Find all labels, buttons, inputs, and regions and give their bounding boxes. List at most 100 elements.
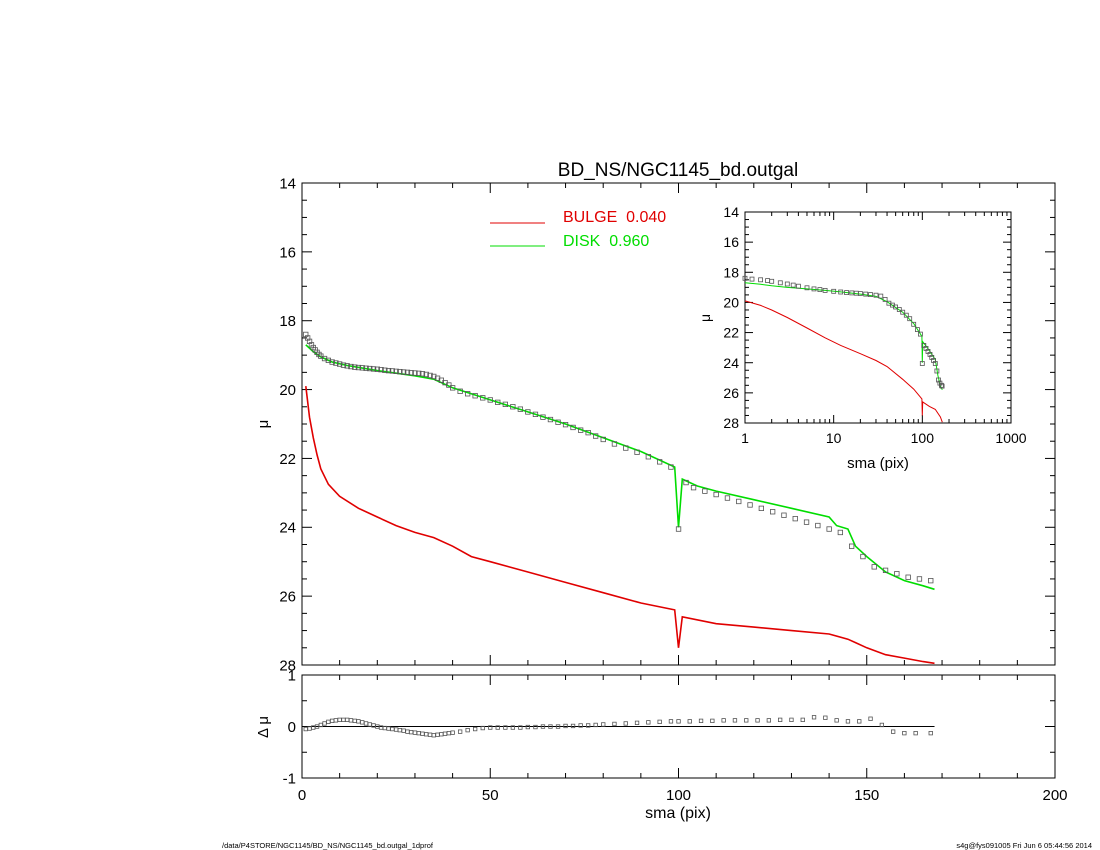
data-point: [905, 574, 911, 580]
y-tick-label: 18: [723, 264, 739, 280]
data-point: [769, 278, 775, 284]
data-point: [408, 370, 414, 376]
y-tick-label: 14: [723, 204, 739, 220]
data-point: [439, 732, 444, 737]
data-point: [710, 718, 715, 723]
data-point: [435, 732, 440, 737]
data-point: [879, 722, 884, 728]
data-point: [778, 717, 783, 722]
data-point: [367, 722, 372, 727]
data-point: [634, 449, 640, 455]
data-point: [397, 728, 403, 733]
data-point: [487, 397, 493, 403]
data-point: [578, 723, 583, 728]
data-point: [446, 382, 452, 388]
data-point: [389, 368, 396, 374]
data-point: [424, 732, 429, 737]
data-point: [303, 726, 308, 732]
data-point: [736, 498, 742, 505]
data-point: [412, 730, 418, 735]
data-point: [826, 526, 832, 532]
data-point: [363, 721, 369, 726]
y-tick-label: 24: [723, 355, 739, 371]
data-point: [687, 719, 692, 724]
data-point: [891, 729, 896, 734]
data-point: [340, 362, 347, 368]
data-point: [817, 287, 823, 293]
data-point: [690, 484, 697, 491]
data-point: [873, 292, 879, 298]
data-point: [916, 576, 923, 582]
series-bulge-line: [744, 300, 943, 423]
legend: BULGE 0.040 DISK 0.960: [490, 209, 666, 250]
data-point: [781, 512, 787, 518]
data-point: [578, 427, 584, 433]
data-point: [803, 519, 810, 525]
data-point: [601, 722, 606, 727]
data-point: [370, 366, 377, 372]
data-point: [882, 296, 888, 302]
data-point: [416, 731, 421, 736]
data-point: [326, 719, 331, 724]
data-point: [724, 495, 731, 501]
data-point: [878, 293, 884, 299]
inset-y-axis-label: μ: [697, 314, 713, 322]
data-point: [548, 724, 553, 729]
data-point: [322, 721, 327, 726]
inset-plot-frame: [744, 211, 1012, 424]
data-point: [555, 724, 561, 729]
data-point: [518, 725, 523, 730]
y-tick-label: 20: [279, 382, 296, 399]
data-point: [374, 366, 381, 372]
data-point: [488, 725, 493, 730]
y-tick-label: 24: [279, 520, 296, 537]
data-point: [510, 725, 516, 730]
data-point: [378, 366, 384, 373]
data-point: [600, 436, 606, 443]
data-point: [336, 361, 343, 367]
data-point: [913, 731, 918, 736]
data-point: [721, 718, 726, 723]
data-point: [431, 373, 437, 380]
data-point: [427, 372, 433, 379]
data-point: [472, 393, 478, 399]
data-point: [844, 290, 849, 296]
x-tick-label: 1: [741, 430, 749, 446]
data-point: [834, 718, 839, 723]
data-point: [465, 728, 470, 733]
data-point: [732, 718, 738, 723]
residual-x-axis-label: sma (pix): [645, 805, 711, 822]
data-point: [344, 363, 350, 369]
data-point: [525, 409, 531, 415]
data-point: [532, 411, 539, 418]
data-point: [784, 281, 790, 287]
data-point: [457, 388, 463, 394]
data-point: [408, 730, 414, 735]
data-point: [337, 717, 342, 722]
data-point: [562, 421, 569, 428]
main-ticks: 14 16 18 20 22 24 26 28: [279, 175, 1056, 674]
data-point: [393, 727, 399, 732]
data-point: [563, 723, 568, 729]
y-tick-label: 26: [279, 589, 296, 606]
y-tick-label: 18: [279, 313, 296, 330]
data-point: [390, 726, 395, 732]
data-point: [341, 717, 346, 722]
data-point: [882, 567, 889, 573]
data-point: [540, 724, 546, 729]
data-point: [480, 725, 485, 731]
data-point: [758, 277, 763, 283]
data-point: [446, 731, 452, 736]
main-panel: 14 16 18 20 22 24 26 28 μ BULGE 0.040 DISK 0.96…: [255, 175, 1056, 674]
data-point: [755, 718, 760, 723]
inset-ticks: 1 10 100 1000 14 16 18 20 22 24 26 28: [723, 204, 1026, 446]
data-point: [634, 720, 640, 725]
data-point: [344, 717, 350, 722]
data-point: [911, 321, 917, 327]
data-point: [747, 502, 753, 508]
inset-panel: 1 10 100 1000 14 16 18 20 22 24 26 28 sma (pix) μ: [697, 204, 1027, 472]
data-point: [789, 717, 794, 722]
data-point: [321, 355, 328, 362]
